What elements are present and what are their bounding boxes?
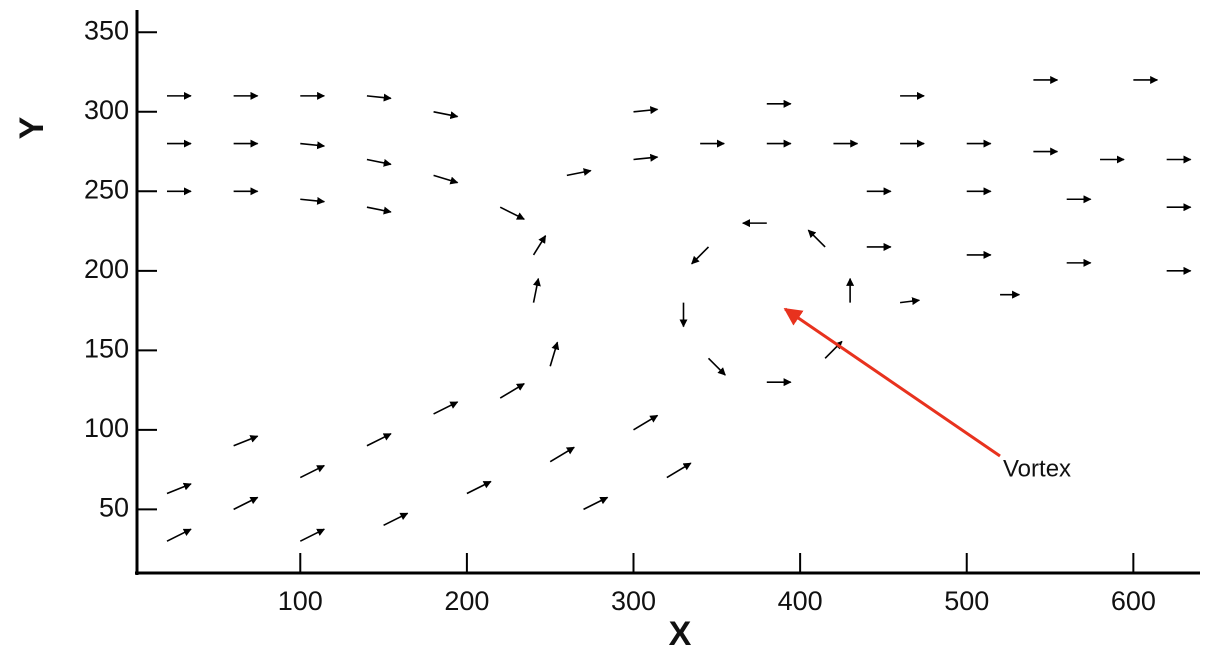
vector-arrow bbox=[691, 246, 710, 265]
vector-arrow bbox=[549, 446, 575, 463]
vector-arrow bbox=[532, 277, 541, 303]
vector-arrow bbox=[899, 297, 921, 306]
annotation-arrow bbox=[783, 307, 1001, 458]
vector-arrow bbox=[433, 111, 459, 120]
y-tick-label: 200 bbox=[84, 254, 129, 284]
vector-arrow bbox=[633, 414, 659, 431]
y-tick-label: 100 bbox=[84, 413, 129, 443]
vector-arrow bbox=[383, 512, 409, 527]
annotation-text: Vortex bbox=[1003, 455, 1071, 482]
x-tick-label: 500 bbox=[944, 586, 989, 616]
vector-arrow bbox=[300, 141, 326, 150]
y-tick-label: 300 bbox=[84, 95, 129, 125]
vector-arrow bbox=[433, 401, 459, 415]
vector-arrow bbox=[299, 528, 325, 542]
y-tick-label: 250 bbox=[84, 174, 129, 204]
vector-arrow bbox=[499, 382, 525, 399]
vector-arrow bbox=[166, 482, 192, 495]
vector-arrow bbox=[466, 480, 492, 495]
vector-arrow bbox=[299, 464, 325, 479]
vector-arrow bbox=[366, 433, 392, 447]
vector-arrow bbox=[233, 496, 259, 511]
x-tick-label: 100 bbox=[278, 586, 323, 616]
vector-arrow bbox=[824, 340, 843, 359]
vector-arrow bbox=[666, 462, 692, 479]
vector-arrow bbox=[166, 528, 192, 542]
y-tick-label: 50 bbox=[99, 493, 129, 523]
x-tick-label: 600 bbox=[1111, 586, 1156, 616]
vector-arrow bbox=[633, 106, 659, 115]
vector-arrow bbox=[532, 235, 547, 256]
vector-arrow bbox=[807, 229, 826, 248]
x-axis-label: X bbox=[669, 615, 692, 653]
y-tick-label: 150 bbox=[84, 333, 129, 363]
y-tick-label: 350 bbox=[84, 15, 129, 45]
vector-arrow bbox=[707, 357, 726, 376]
vector-arrow bbox=[366, 93, 392, 102]
x-tick-label: 300 bbox=[611, 586, 656, 616]
vector-arrow bbox=[583, 496, 609, 511]
vector-arrow bbox=[233, 435, 259, 447]
vector-arrow bbox=[549, 341, 560, 367]
vector-arrow bbox=[633, 153, 659, 162]
vector-arrow bbox=[566, 168, 592, 177]
vector-arrow bbox=[433, 174, 459, 185]
vector-arrow bbox=[499, 206, 525, 220]
vector-arrow bbox=[366, 158, 392, 167]
x-tick-label: 400 bbox=[778, 586, 823, 616]
vector-arrow bbox=[366, 206, 392, 215]
x-tick-label: 200 bbox=[444, 586, 489, 616]
vector-arrow bbox=[300, 196, 326, 205]
y-axis-label: Y bbox=[13, 116, 51, 139]
